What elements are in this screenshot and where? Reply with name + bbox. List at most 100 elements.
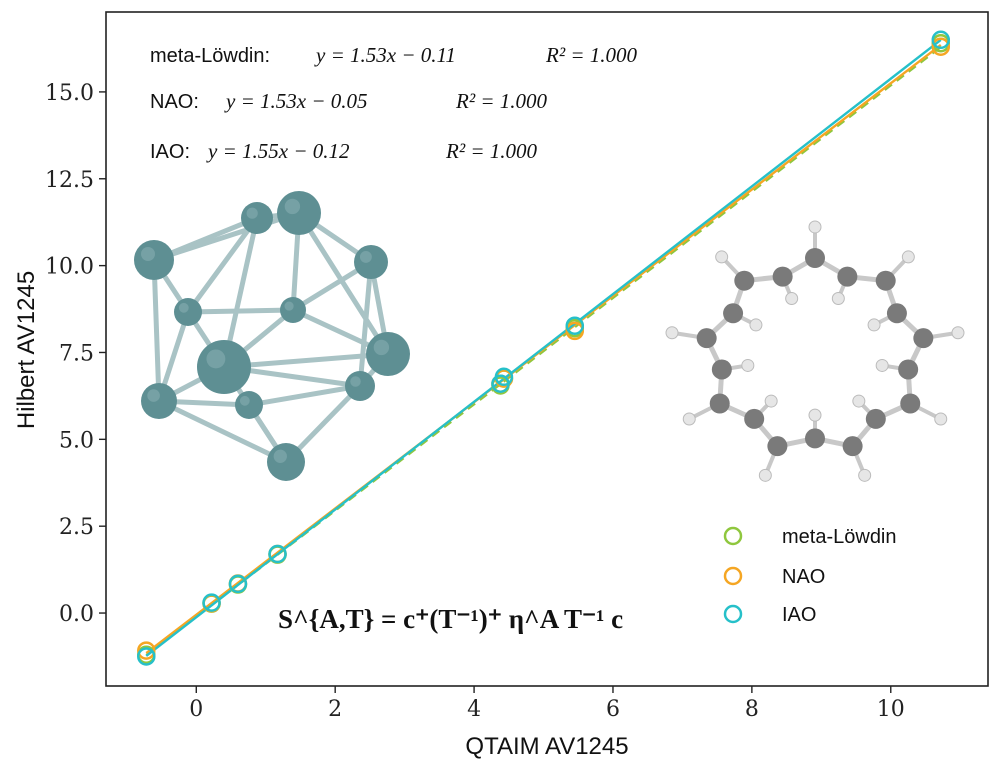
cluster-atom-highlight — [246, 207, 258, 219]
cluster-atom — [241, 202, 273, 234]
ring-carbon — [744, 408, 765, 429]
data-point-iao — [137, 647, 156, 666]
svg-text:R² = 1.000: R² = 1.000 — [455, 89, 548, 113]
cluster-atom-highlight — [284, 198, 301, 215]
ring-hydrogen — [749, 318, 763, 332]
legend-item-nao: NAO — [723, 566, 825, 588]
y-tick-label: 15.0 — [45, 81, 94, 106]
ring-carbon — [696, 328, 717, 349]
ring-carbon — [875, 270, 896, 291]
ring-carbon — [886, 303, 907, 324]
x-tick-label: 8 — [745, 697, 759, 722]
cluster-atom-highlight — [239, 395, 250, 406]
fit-lines — [145, 38, 942, 657]
annotation-nao: NAO: y = 1.53x − 0.05 R² = 1.000 — [150, 89, 548, 113]
cluster-bond — [185, 215, 260, 315]
legend-marker-nao — [723, 566, 743, 586]
data-point-iao — [202, 593, 221, 612]
cluster-atom — [197, 340, 251, 394]
legend-marker-iao — [723, 604, 743, 624]
ring-carbon — [767, 436, 788, 457]
svg-text:y = 1.55x − 0.12: y = 1.55x − 0.12 — [206, 139, 350, 163]
ring-carbon — [865, 408, 886, 429]
cluster-bond — [151, 210, 302, 263]
ring-hydrogen — [867, 318, 881, 332]
cluster-atom-highlight — [141, 247, 155, 261]
data-point-nao — [565, 321, 585, 341]
ring-hydrogen — [901, 250, 915, 264]
cluster-atom-highlight — [350, 376, 361, 387]
y-tick-label: 5.0 — [59, 428, 94, 453]
annotation-iao: IAO: y = 1.55x − 0.12 R² = 1.000 — [150, 139, 538, 163]
legend-label-iao: IAO — [782, 604, 816, 626]
svg-text:IAO:: IAO: — [150, 141, 190, 163]
ring-hydrogen — [808, 220, 822, 234]
cluster-bond — [296, 210, 391, 357]
svg-text:R² = 1.000: R² = 1.000 — [445, 139, 538, 163]
ring-carbon — [772, 266, 793, 287]
ring-carbon — [913, 328, 934, 349]
cluster-molecule-illustration — [134, 191, 410, 481]
ring-carbon — [837, 266, 858, 287]
cluster-atom-highlight — [273, 449, 287, 463]
data-point-iao — [268, 544, 287, 564]
y-tick-label: 2.5 — [59, 515, 94, 540]
ring-hydrogen — [665, 326, 679, 340]
x-tick-label: 2 — [328, 697, 342, 722]
y-tick-label: 7.5 — [59, 341, 94, 366]
data-point-iao — [931, 30, 951, 50]
fit-line-iao — [145, 38, 942, 657]
cluster-atom-highlight — [147, 389, 160, 402]
ring-molecule-illustration — [665, 220, 965, 482]
ring-carbon — [805, 428, 825, 449]
x-axis-label: QTAIM AV1245 — [465, 733, 628, 760]
x-tick-label: 6 — [606, 697, 620, 722]
y-axis-label: Hilbert AV1245 — [13, 271, 40, 429]
cluster-atom-highlight — [373, 339, 390, 356]
cluster-bond — [357, 259, 374, 389]
y-tick-label: 0.0 — [59, 602, 94, 627]
ring-hydrogen — [875, 358, 889, 372]
data-point-iao — [565, 316, 585, 335]
ring-carbon — [805, 248, 825, 268]
cluster-bond — [156, 398, 289, 465]
ring-hydrogen — [785, 291, 799, 305]
cluster-atom — [366, 332, 410, 376]
cluster-atom — [345, 371, 375, 401]
cluster-atom — [267, 443, 305, 481]
ring-hydrogen — [852, 394, 866, 408]
legend-item-iao: IAO — [723, 604, 816, 626]
ring-carbon — [900, 393, 921, 414]
svg-text:y = 1.53x − 0.11: y = 1.53x − 0.11 — [314, 43, 456, 67]
ring-carbon — [711, 359, 732, 380]
cluster-atom — [141, 383, 177, 419]
ring-hydrogen — [808, 408, 822, 422]
ring-hydrogen — [764, 394, 778, 408]
ring-hydrogen — [715, 250, 729, 264]
ring-hydrogen — [682, 412, 696, 426]
cluster-atom-highlight — [206, 349, 226, 369]
x-tick-label: 4 — [467, 697, 481, 722]
cluster-atom — [174, 298, 202, 326]
legend: meta-Löwdin NAO IAO — [723, 526, 897, 626]
data-point-iao — [228, 574, 248, 594]
plot-frame — [105, 11, 989, 687]
ring-hydrogen — [758, 468, 772, 482]
ring-hydrogen — [951, 326, 965, 340]
legend-label-meta-lowdin: meta-Löwdin — [782, 526, 897, 548]
x-tick-label: 0 — [189, 697, 203, 722]
svg-text:R² = 1.000: R² = 1.000 — [545, 43, 638, 67]
ring-hydrogen — [858, 468, 872, 482]
annotation-meta-lowdin: meta-Löwdin: y = 1.53x − 0.11 R² = 1.000 — [150, 43, 638, 67]
y-tick-label: 12.5 — [45, 168, 94, 193]
cluster-atom — [354, 245, 388, 279]
ring-carbon — [734, 270, 755, 291]
x-tick-label: 10 — [877, 697, 905, 722]
cluster-bond — [246, 383, 363, 408]
cluster-atom — [277, 191, 321, 235]
data-point-nao — [931, 37, 951, 56]
cluster-atom-highlight — [359, 250, 372, 263]
ring-carbon — [709, 393, 730, 414]
